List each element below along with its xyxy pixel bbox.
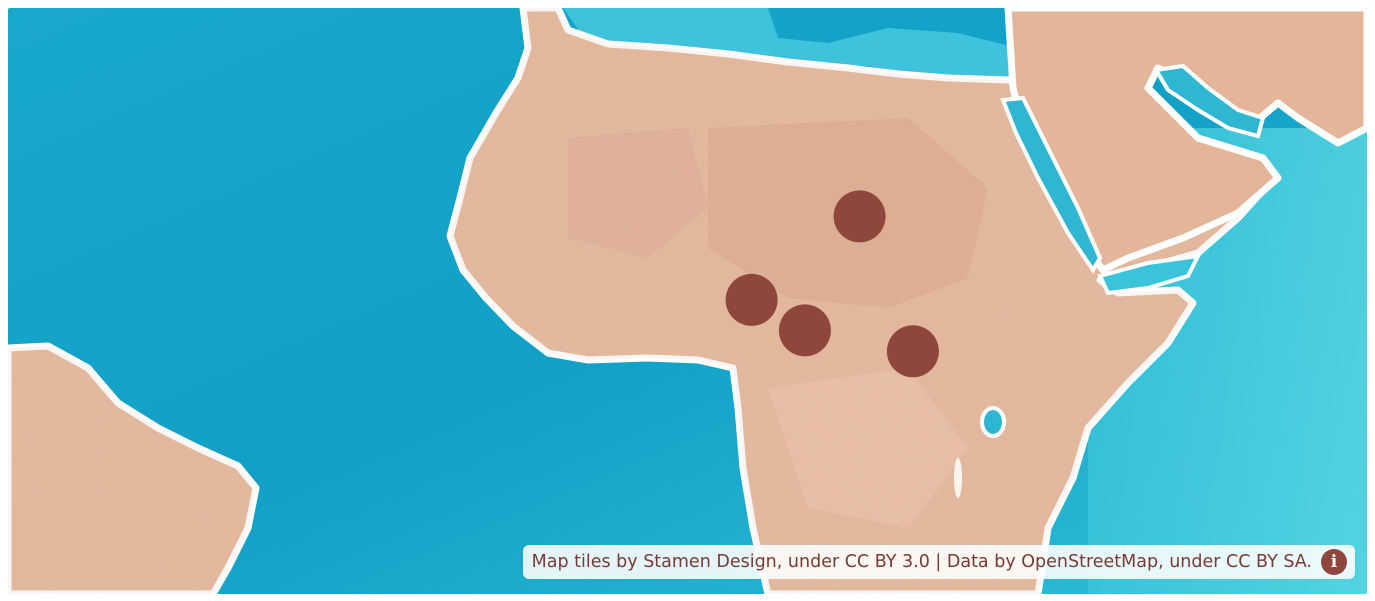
marker-1[interactable] (833, 190, 886, 243)
marker-layer (725, 190, 939, 378)
lake-tanganyika (954, 458, 962, 498)
lake-victoria (980, 406, 1006, 438)
marker-4[interactable] (886, 325, 939, 378)
map-svg[interactable] (8, 8, 1367, 594)
persian-gulf (1152, 63, 1266, 139)
attribution-text[interactable]: Map tiles by Stamen Design, under CC BY … (531, 552, 1312, 572)
marker-3[interactable] (778, 304, 831, 357)
marker-2[interactable] (725, 273, 778, 326)
attribution-bar: Map tiles by Stamen Design, under CC BY … (522, 545, 1355, 579)
info-icon[interactable]: i (1321, 549, 1347, 575)
map-canvas[interactable] (8, 8, 1367, 594)
south-america-landmass (8, 342, 260, 594)
gulf-of-aden (1097, 253, 1202, 296)
mediterranean-sea (563, 8, 1018, 80)
red-sea (1000, 95, 1103, 274)
